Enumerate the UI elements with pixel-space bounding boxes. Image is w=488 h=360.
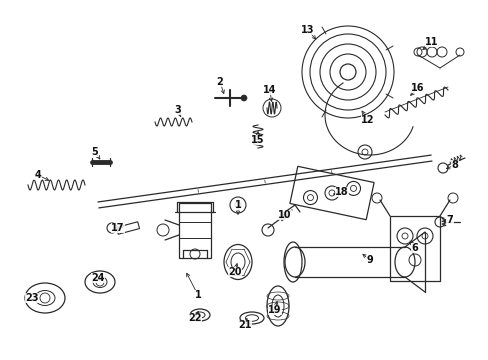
Text: 4: 4	[35, 170, 41, 180]
Text: 5: 5	[91, 147, 98, 157]
Circle shape	[282, 212, 287, 218]
Text: 21: 21	[238, 320, 251, 330]
Text: 3: 3	[174, 105, 181, 115]
Text: 19: 19	[268, 305, 281, 315]
Text: 1: 1	[194, 290, 201, 300]
Text: 12: 12	[361, 115, 374, 125]
Bar	[289, 166, 373, 220]
Text: 15: 15	[251, 135, 264, 145]
Text: 23: 23	[25, 293, 39, 303]
Circle shape	[241, 95, 246, 101]
Text: 17: 17	[111, 223, 124, 233]
Text: 13: 13	[301, 25, 314, 35]
Text: 7: 7	[446, 215, 452, 225]
Text: 18: 18	[334, 187, 348, 197]
Text: 14: 14	[263, 85, 276, 95]
Text: 20: 20	[228, 267, 241, 277]
Text: 16: 16	[410, 83, 424, 93]
Text: 11: 11	[425, 37, 438, 47]
Bar	[389, 216, 439, 280]
Text: 1: 1	[234, 200, 241, 210]
Text: 8: 8	[450, 160, 458, 170]
Text: 9: 9	[366, 255, 373, 265]
Bar	[116, 222, 139, 234]
Text: 2: 2	[216, 77, 223, 87]
Text: 24: 24	[91, 273, 104, 283]
Text: 6: 6	[411, 243, 418, 253]
Bar	[179, 202, 210, 257]
Text: 10: 10	[278, 210, 291, 220]
Text: 22: 22	[188, 313, 202, 323]
